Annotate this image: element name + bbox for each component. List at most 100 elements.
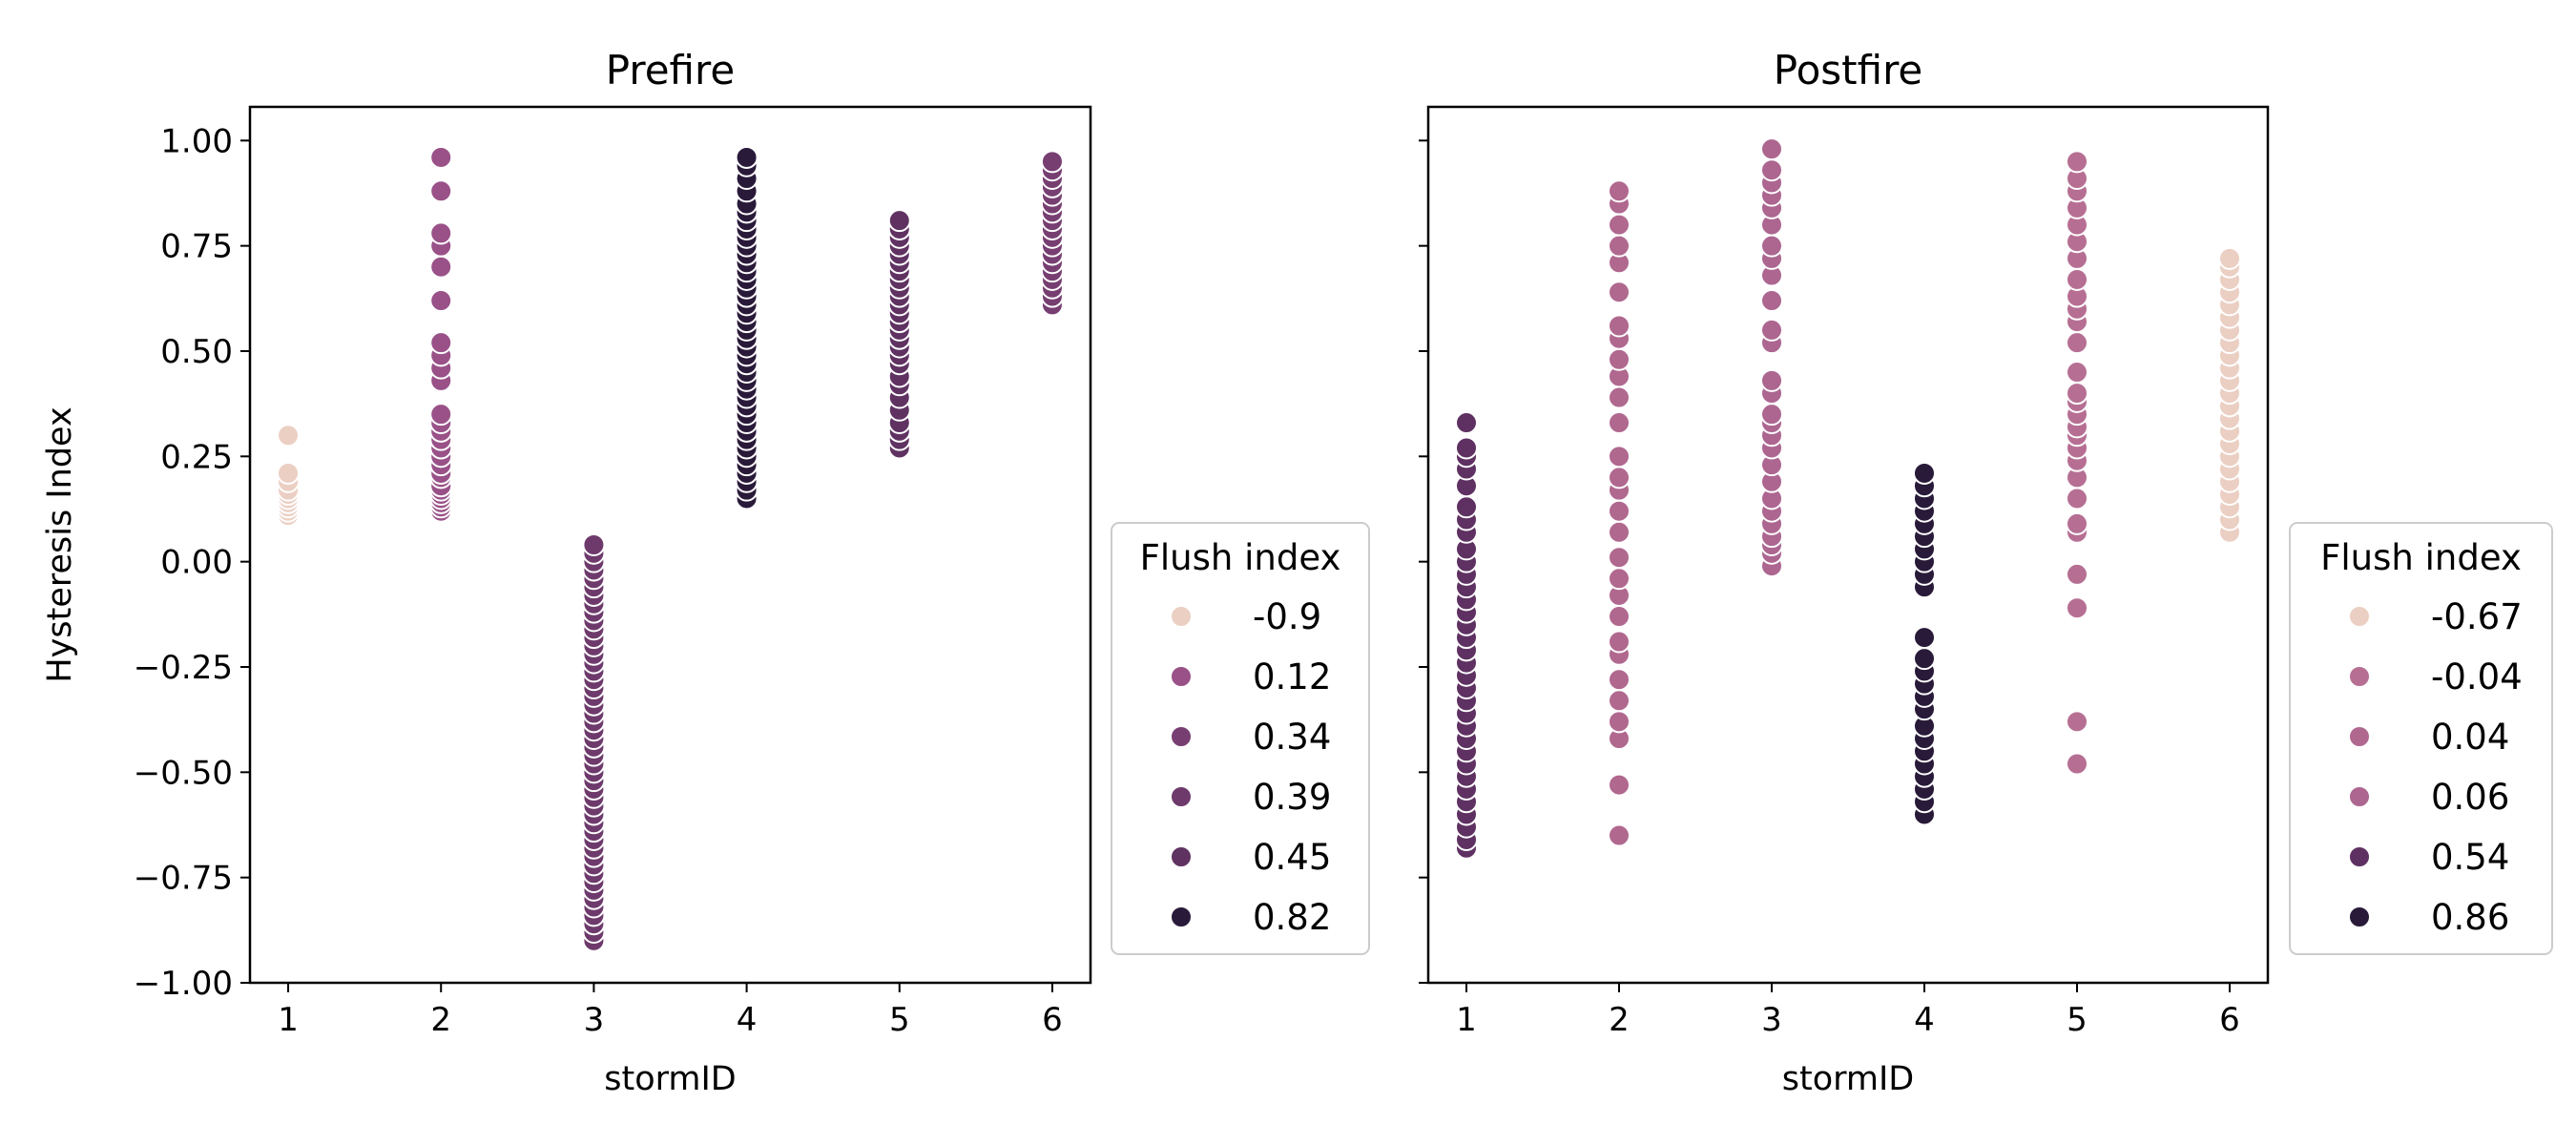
x-tick-label: 5: [2067, 1001, 2088, 1039]
legend: Flush index -0.9 0.12 0.34 0.39 0.45 0.82: [1111, 522, 1370, 955]
scatter-point: [2066, 331, 2088, 355]
scatter-point: [429, 221, 453, 245]
legend-label: 0.39: [1253, 777, 1331, 818]
scatter-point: [1608, 823, 1631, 847]
scatter-point: [2066, 752, 2088, 776]
scatter-point: [1608, 773, 1631, 797]
scatter-point: [1040, 150, 1064, 174]
scatter-point: [1608, 213, 1631, 237]
scatter-points: [1455, 137, 2241, 860]
legend-marker: [2348, 785, 2371, 808]
x-tick-label: 2: [1609, 1001, 1630, 1039]
y-axis-label: Hysteresis Index: [41, 406, 79, 682]
scatter-point: [1760, 234, 1783, 258]
scatter-point: [1608, 668, 1631, 692]
scatter-point: [2066, 596, 2088, 620]
legend-label: 0.54: [2431, 837, 2509, 878]
y-tick-label: 0.50: [160, 333, 233, 371]
legend-marker: [2348, 725, 2371, 748]
scatter-point: [429, 331, 453, 355]
legend-marker: [1170, 906, 1193, 928]
legend-title: Flush index: [1140, 537, 1341, 578]
legend-marker: [1170, 725, 1193, 748]
x-tick-label: 2: [430, 1001, 451, 1039]
legend-marker: [2348, 906, 2371, 928]
scatter-point: [2066, 382, 2088, 406]
scatter-point: [1608, 567, 1631, 591]
y-tick-label: −0.75: [134, 860, 233, 898]
scatter-point: [2218, 246, 2241, 270]
legend-label: -0.9: [1253, 596, 1321, 637]
scatter-point: [277, 461, 301, 485]
scatter-point: [1455, 411, 1478, 435]
legend-box: [1111, 522, 1370, 955]
scatter-points: [277, 145, 1064, 952]
legend-label: 0.06: [2431, 777, 2509, 818]
legend-label: -0.67: [2431, 596, 2523, 637]
chart-title: Postfire: [1774, 47, 1923, 94]
panel-postfire: Postfire 1 2 3 4 5 6 stormID Flush index -0.67 -0.…: [1419, 47, 2553, 1098]
scatter-point: [1608, 710, 1631, 734]
y-tick-label: −1.00: [134, 965, 233, 1003]
legend-label: -0.04: [2431, 656, 2523, 697]
x-tick-label: 3: [584, 1001, 605, 1039]
y-tick-label: −0.50: [134, 754, 233, 792]
scatter-point: [1913, 647, 1936, 671]
scatter-point: [887, 209, 911, 233]
panel-prefire: Prefire 1 2 3 4 5 6 −1.00 −0.75 −0.50 −0.25 0.00 0.2…: [41, 47, 1370, 1098]
x-tick-label: 5: [889, 1001, 910, 1039]
legend: Flush index -0.67 -0.04 0.04 0.06 0.54 0.86: [2289, 522, 2553, 955]
legend-title: Flush index: [2320, 537, 2522, 578]
x-axis-label: stormID: [1782, 1060, 1915, 1098]
x-tick-label: 1: [278, 1001, 299, 1039]
x-tick-label: 3: [1761, 1001, 1782, 1039]
scatter-point: [2066, 487, 2088, 510]
scatter-point: [582, 533, 606, 556]
scatter-point: [1760, 158, 1783, 182]
scatter-point: [1608, 689, 1631, 713]
scatter-point: [1608, 630, 1631, 654]
scatter-point: [1760, 403, 1783, 427]
legend-marker: [1170, 785, 1193, 808]
legend-label: 0.45: [1253, 837, 1331, 878]
scatter-point: [2066, 562, 2088, 586]
scatter-point: [1455, 436, 1478, 460]
legend-label: 0.04: [2431, 717, 2509, 758]
x-tick-label: 4: [1914, 1001, 1935, 1039]
legend-label: 0.86: [2431, 897, 2509, 938]
scatter-point: [2066, 150, 2088, 174]
legend-marker: [1170, 845, 1193, 868]
scatter-point: [1608, 546, 1631, 570]
x-tick-label: 6: [2219, 1001, 2240, 1039]
plot-frame: [248, 105, 1092, 985]
x-tick-label: 4: [737, 1001, 758, 1039]
legend-marker: [1170, 665, 1193, 688]
x-tick-label: 6: [1042, 1001, 1063, 1039]
y-tick-label: 1.00: [160, 122, 233, 160]
scatter-point: [1455, 495, 1478, 519]
scatter-point: [1608, 605, 1631, 629]
y-tick-label: 0.75: [160, 228, 233, 266]
scatter-point: [1760, 318, 1783, 342]
scatter-point: [1608, 179, 1631, 203]
plot-frame: [1426, 105, 2270, 985]
legend-box: [2289, 522, 2553, 955]
y-tick-label: −0.25: [134, 649, 233, 687]
scatter-point: [1608, 445, 1631, 468]
legend-label: 0.82: [1253, 897, 1331, 938]
scatter-point: [429, 179, 453, 203]
y-tick-label: 0.25: [160, 438, 233, 476]
scatter-point: [2066, 511, 2088, 535]
scatter-point: [1608, 347, 1631, 371]
scatter-point: [1760, 289, 1783, 313]
scatter-point: [1760, 137, 1783, 161]
scatter-point: [429, 145, 453, 169]
scatter-point: [1608, 385, 1631, 409]
scatter-point: [1913, 626, 1936, 650]
scatter-point: [1608, 281, 1631, 304]
scatter-point: [1608, 314, 1631, 338]
legend-marker: [2348, 845, 2371, 868]
x-axis-label: stormID: [604, 1060, 737, 1098]
scatter-point: [1913, 461, 1936, 485]
